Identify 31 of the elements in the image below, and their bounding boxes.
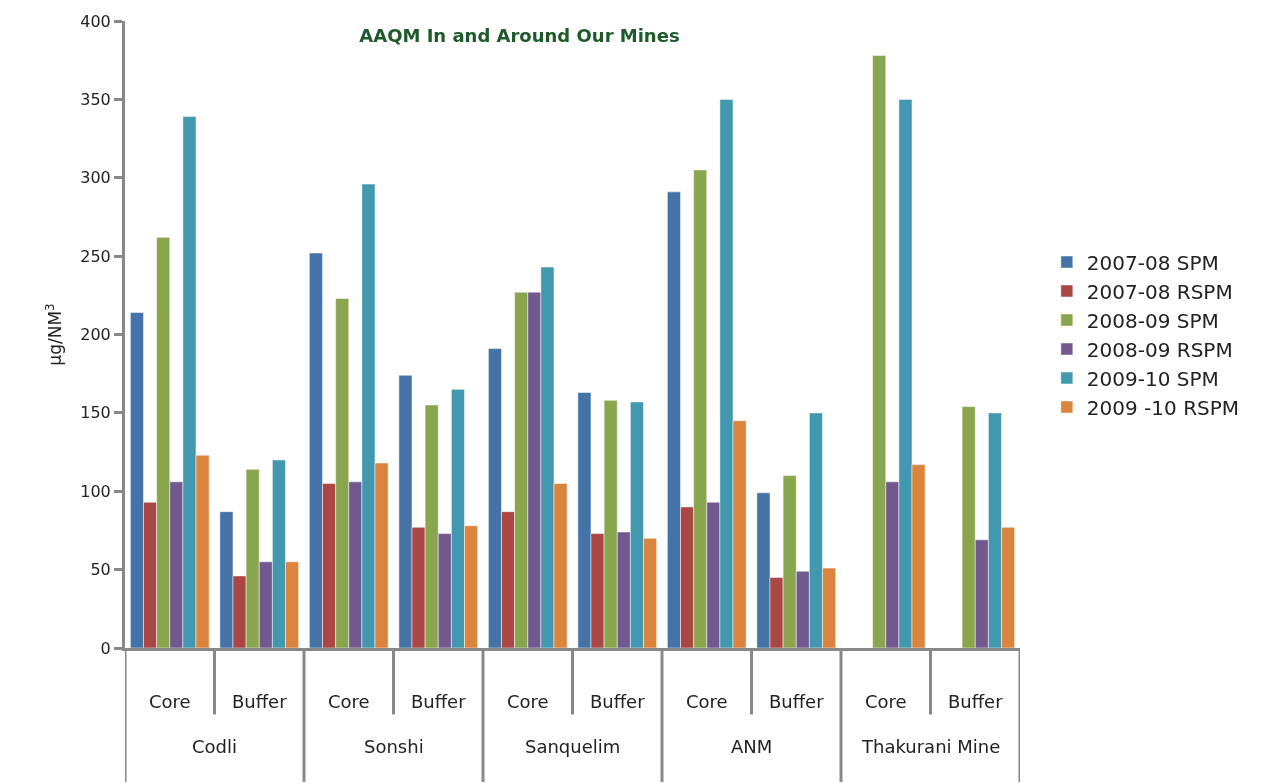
legend-label: 2007-08 SPM [1086,250,1219,275]
chart-title: AAQM In and Around Our Mines [359,24,680,46]
x-tick-label: Core [148,690,191,712]
x-tick-label: Core [685,690,728,712]
y-tick-label: 50 [90,560,111,580]
x-tick-label: Buffer [410,690,467,712]
x-tick-label: Buffer [947,690,1004,712]
y-tick-label: 400 [80,11,111,31]
y-tick-label: 100 [80,481,111,501]
legend-label: 2009 -10 RSPM [1086,395,1240,420]
y-tick-label: 350 [80,89,111,109]
x-tick-label: Core [327,690,370,712]
text: Sonshi [364,736,424,757]
y-tick-label: 150 [80,403,111,423]
legend-label: 2007-08 RSPM [1086,279,1233,304]
x-tick-label: Buffer [589,690,646,712]
text: Thakurani Mine [861,736,1001,757]
text: ANM [731,736,773,757]
y-tick-label: 200 [80,325,111,345]
y-tick-label: 300 [80,168,111,188]
x-tick-label: Core [864,690,907,712]
y-tick-label: 0 [100,638,111,658]
x-tick-label: Core [506,690,549,712]
y-tick-label: 250 [80,246,111,266]
legend-label: 2008-09 SPM [1086,308,1219,333]
text: Codli [192,736,238,757]
x-tick-label: Buffer [768,690,825,712]
legend-label: 2009-10 SPM [1086,366,1219,391]
text: Sanquelim [525,736,621,757]
x-tick-label: Buffer [231,690,288,712]
legend-label: 2008-09 RSPM [1086,337,1233,362]
